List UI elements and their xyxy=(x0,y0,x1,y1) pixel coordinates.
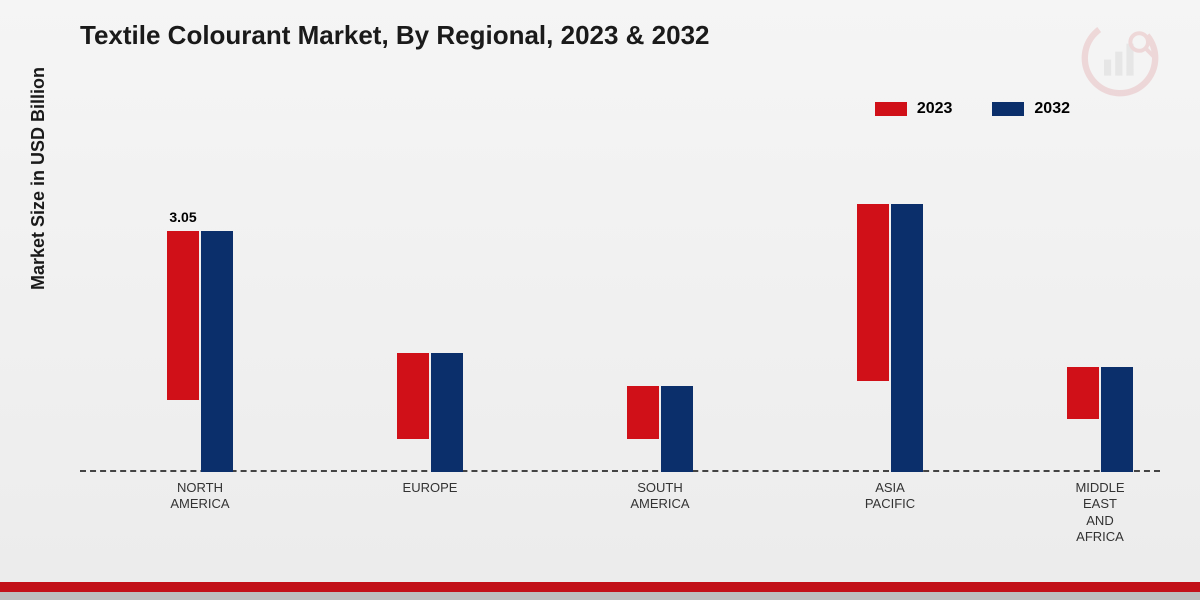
legend-label-2032: 2032 xyxy=(1034,100,1070,118)
bar-2032-na xyxy=(201,231,233,472)
chart-title: Textile Colourant Market, By Regional, 2… xyxy=(80,20,710,51)
legend-item-2023: 2023 xyxy=(875,100,953,118)
footer-red-bar xyxy=(0,582,1200,592)
x-label-eu: EUROPE xyxy=(370,480,490,496)
legend-item-2032: 2032 xyxy=(992,100,1070,118)
bar-2023-na: 3.05 xyxy=(167,231,199,400)
bar-group-eu xyxy=(370,353,490,472)
watermark-logo xyxy=(1080,18,1160,98)
bar-group-sa xyxy=(600,386,720,472)
bar-2032-ap xyxy=(891,204,923,472)
chart-container: Textile Colourant Market, By Regional, 2… xyxy=(0,0,1200,582)
x-label-ap: ASIAPACIFIC xyxy=(830,480,950,513)
footer-accent xyxy=(0,582,1200,600)
bar-2023-eu xyxy=(397,353,429,439)
bar-2023-mea xyxy=(1067,367,1099,420)
legend-swatch-2023 xyxy=(875,102,907,116)
bar-group-ap xyxy=(830,204,950,472)
bar-2032-sa xyxy=(661,386,693,472)
legend-label-2023: 2023 xyxy=(917,100,953,118)
footer-grey-bar xyxy=(0,592,1200,600)
plot-area: 3.05 xyxy=(80,140,1160,472)
bar-2032-eu xyxy=(431,353,463,472)
bar-group-mea xyxy=(1040,367,1160,472)
bar-2023-sa xyxy=(627,386,659,439)
bar-group-na: 3.05 xyxy=(140,231,260,472)
x-label-mea: MIDDLEEASTANDAFRICA xyxy=(1040,480,1160,545)
x-label-na: NORTHAMERICA xyxy=(140,480,260,513)
bar-value-label: 3.05 xyxy=(169,209,196,225)
legend-swatch-2032 xyxy=(992,102,1024,116)
x-label-sa: SOUTHAMERICA xyxy=(600,480,720,513)
bar-2032-mea xyxy=(1101,367,1133,472)
y-axis-label: Market Size in USD Billion xyxy=(28,67,49,290)
legend: 2023 2032 xyxy=(875,100,1070,118)
x-axis-labels: NORTHAMERICA EUROPE SOUTHAMERICA ASIAPACIFI… xyxy=(80,474,1160,554)
bar-2023-ap xyxy=(857,204,889,381)
